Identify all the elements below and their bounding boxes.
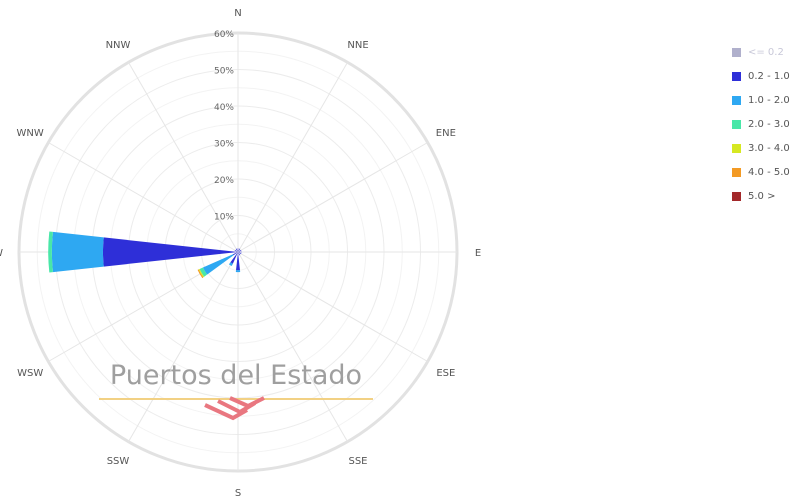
- wind-bar-n: [237, 248, 239, 252]
- legend-label: <= 0.2: [748, 46, 784, 58]
- legend-item[interactable]: 2.0 - 3.0: [732, 112, 790, 136]
- wind-bar-nnw: [235, 248, 238, 252]
- spoke-line: [237, 251, 428, 362]
- watermark-logo-icon: [204, 396, 265, 421]
- wind-bar-wsw: [232, 252, 238, 256]
- legend-swatch: [732, 143, 741, 153]
- spoke-line: [237, 142, 428, 253]
- legend-swatch: [732, 119, 741, 129]
- legend-item[interactable]: 5.0 >: [732, 184, 790, 208]
- legend: <= 0.2 0.2 - 1.0 1.0 - 2.0 2.0 - 3.0 3.0 - 4…: [732, 40, 790, 208]
- legend-label: 2.0 - 3.0: [748, 118, 790, 130]
- direction-label-nnw: NNW: [106, 40, 131, 51]
- legend-label: 1.0 - 2.0: [748, 94, 790, 106]
- radial-tick-label: 50%: [214, 67, 234, 77]
- radial-tick-label: 60%: [214, 30, 234, 40]
- spoke-line: [128, 251, 239, 442]
- spoke-line: [48, 142, 239, 253]
- spoke-line: [237, 251, 348, 442]
- direction-spokes: [19, 33, 457, 471]
- wind-bar-w: [48, 231, 53, 273]
- wind-bar-wsw: [199, 267, 208, 277]
- direction-label-wnw: WNW: [17, 128, 44, 139]
- wind-bar-ene: [238, 249, 242, 252]
- legend-label: 3.0 - 4.0: [748, 142, 790, 154]
- legend-label: 0.2 - 1.0: [748, 70, 790, 82]
- legend-item[interactable]: 3.0 - 4.0: [732, 136, 790, 160]
- wind-bar-wsw: [197, 269, 204, 279]
- wind-bar-nne: [238, 248, 241, 252]
- wind-bar-sse: [238, 252, 241, 256]
- legend-item[interactable]: 4.0 - 5.0: [732, 160, 790, 184]
- wind-bar-wsw: [202, 254, 234, 275]
- direction-labels: N NNE ENE E ESE SSE S SSW WSW W WNW NNW: [0, 8, 481, 498]
- watermark: Puertos del Estado: [99, 360, 373, 421]
- radial-tick-label: 40%: [214, 103, 234, 113]
- legend-swatch: [732, 47, 741, 57]
- wind-bar-w: [102, 237, 238, 267]
- legend-swatch: [732, 95, 741, 105]
- radial-tick-label: 10%: [214, 213, 234, 223]
- direction-label-ssw: SSW: [107, 456, 130, 467]
- legend-swatch: [732, 71, 741, 81]
- direction-label-ese: ESE: [436, 368, 455, 379]
- watermark-text: Puertos del Estado: [110, 360, 362, 391]
- legend-label: 4.0 - 5.0: [748, 166, 790, 178]
- direction-label-ene: ENE: [436, 128, 456, 139]
- radial-tick-labels: 10% 20% 30% 40% 50% 60%: [214, 30, 234, 223]
- direction-label-s: S: [235, 488, 241, 498]
- wind-bar-w: [51, 231, 104, 273]
- direction-label-w: W: [0, 248, 3, 259]
- wind-bar-wnw: [234, 249, 238, 252]
- wind-bar-e: [238, 251, 242, 253]
- direction-label-n: N: [234, 8, 241, 19]
- direction-label-nne: NNE: [347, 40, 368, 51]
- direction-label-wsw: WSW: [17, 368, 43, 379]
- legend-swatch: [732, 191, 741, 201]
- wind-bar-wsw: [198, 268, 205, 278]
- wind-bar-ssw: [228, 262, 233, 267]
- spoke-line: [128, 62, 239, 253]
- legend-swatch: [732, 167, 741, 177]
- legend-item[interactable]: <= 0.2: [732, 40, 790, 64]
- legend-item[interactable]: 1.0 - 2.0: [732, 88, 790, 112]
- direction-label-sse: SSE: [348, 456, 367, 467]
- radial-tick-label: 20%: [214, 176, 234, 186]
- spoke-line: [237, 62, 348, 253]
- legend-item[interactable]: 0.2 - 1.0: [732, 64, 790, 88]
- wind-bar-ese: [238, 252, 242, 255]
- legend-label: 5.0 >: [748, 190, 776, 202]
- wind-bar-ssw: [230, 252, 238, 264]
- wind-bars: [48, 231, 242, 279]
- direction-label-e: E: [475, 248, 481, 259]
- wind-bar-s: [235, 270, 241, 273]
- radial-tick-label: 30%: [214, 140, 234, 150]
- wind-bar-s: [236, 252, 240, 271]
